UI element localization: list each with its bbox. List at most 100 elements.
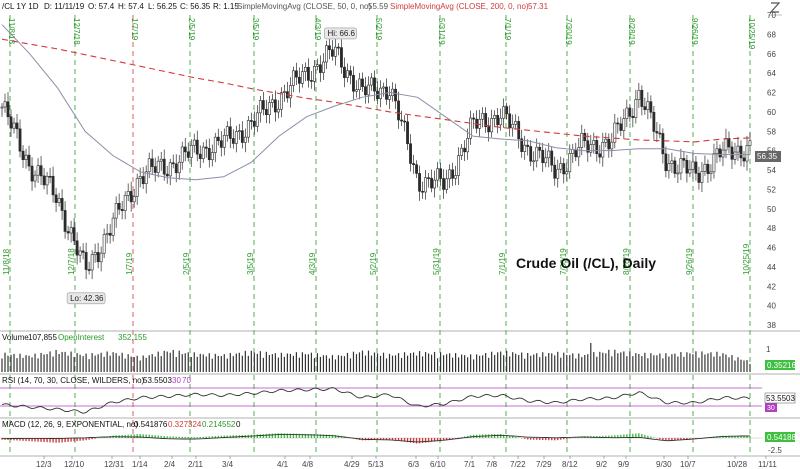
vertical-date-bottom: 11/8/18 [2, 248, 11, 275]
candle-body [349, 70, 352, 76]
candle-body [679, 158, 683, 174]
candle-body [541, 150, 545, 164]
candle-body [24, 154, 28, 160]
x-tick-label: 9/2 [596, 460, 608, 469]
candle-body [183, 146, 187, 153]
candle-body [487, 126, 491, 133]
candle-body [87, 269, 91, 271]
candle-body [523, 144, 527, 152]
candle-body [640, 89, 644, 107]
chart-title: Crude Oil (/CL), Daily [516, 255, 656, 271]
sma200-line [1, 38, 751, 143]
symbol-label[interactable]: /CL 1Y 1D [2, 2, 39, 11]
candle-body [553, 164, 557, 179]
lo-annotation: Lo: 42.36 [66, 292, 106, 305]
candle-body [736, 145, 740, 153]
vertical-date-top: 12/7/18 [72, 18, 81, 45]
candle-body [742, 157, 746, 162]
candle-body [141, 176, 145, 185]
candle-body [195, 139, 199, 155]
candle-body [96, 252, 100, 263]
vertical-date-bottom: 7/30/19 [559, 248, 568, 275]
candle-body [469, 117, 473, 139]
candle-body [51, 175, 55, 196]
rsi-panel[interactable]: RSI (14, 70, 30, CLOSE, WILDERS, no) 53.… [0, 376, 795, 414]
candle-body [592, 140, 596, 145]
candle-body [240, 130, 244, 143]
candle-body [346, 70, 349, 78]
vertical-date-top: 7/1/19 [503, 18, 512, 41]
volume-panel[interactable]: Volume 107,855 OpenInterest 352,155 1 0.… [1, 333, 796, 372]
rsi-label: RSI (14, 70, 30, CLOSE, WILDERS, no) [2, 376, 145, 385]
candle-body [733, 151, 737, 160]
candle-body [418, 173, 421, 192]
candle-body [370, 77, 373, 86]
rsi-line [1, 387, 751, 414]
vertical-date-top: 3/5/19 [251, 18, 260, 41]
candle-body [39, 165, 43, 177]
candle-body [724, 138, 728, 151]
candle-body [436, 168, 439, 181]
candle-body [484, 113, 488, 128]
candle-body [397, 100, 400, 121]
candle-body [580, 132, 584, 148]
candle-body [610, 141, 614, 150]
macd-value-4: 0 [236, 420, 241, 429]
candle-body [388, 95, 391, 100]
candle-body [270, 99, 274, 103]
x-tick-label: 3/4 [222, 460, 234, 469]
candle-body [69, 227, 73, 234]
vertical-date-top: 5/2/19 [374, 18, 383, 41]
candle-body [207, 148, 211, 161]
candle-body [189, 144, 193, 158]
candle-body [75, 240, 79, 256]
candle-body [703, 163, 707, 172]
x-tick-label: 12/10 [64, 460, 85, 469]
candle-body [231, 138, 235, 144]
candle-body [565, 171, 569, 175]
rsi-last: 53.5503 [766, 394, 795, 403]
price-tick: 52 [767, 185, 776, 194]
candle-body [144, 171, 148, 185]
sma50-label[interactable]: SimpleMovingAvg (CLOSE, 50, 0, no) [237, 2, 371, 11]
vertical-date-top: 11/8/18 [7, 18, 16, 45]
candle-body [0, 106, 4, 109]
candle-body [562, 163, 566, 175]
candle-body [150, 158, 154, 167]
candle-body [319, 64, 322, 73]
candle-body [310, 80, 313, 82]
volume-axis-tick: 1 [766, 345, 771, 354]
candle-body [30, 165, 34, 182]
candle-body [57, 198, 61, 203]
candle-body [718, 148, 722, 158]
candle-body [490, 118, 494, 133]
candle-body [340, 47, 343, 68]
candle-body [93, 252, 97, 256]
candle-body [165, 173, 169, 177]
candle-body [586, 140, 590, 153]
candle-body [129, 191, 133, 203]
price-panel[interactable]: 11/8/18 11/8/18 12/7/18 12/7/18 1/7/19 1/7/19… [0, 11, 781, 455]
candle-body [331, 49, 334, 57]
sma50-line [1, 24, 751, 181]
candle-body [514, 121, 518, 125]
candle-body [177, 161, 181, 174]
vertical-date-bottom: 1/7/19 [125, 252, 134, 275]
candle-body [180, 146, 184, 163]
rsi-value: 53.5503 [143, 376, 172, 385]
candle-body [382, 86, 385, 89]
candle-body [451, 169, 455, 179]
sma200-label[interactable]: SimpleMovingAvg (CLOSE, 200, 0, no) [390, 2, 529, 11]
candle-body [147, 158, 151, 173]
candle-body [291, 70, 295, 86]
macd-panel[interactable]: MACD (12, 26, 9, EXPONENTIAL, no) 0.5418… [0, 420, 796, 455]
candle-body [301, 71, 304, 84]
time-axis[interactable]: 12/3 12/10 12/31 1/14 2/4 2/11 3/4 4/1 4/8 4/29 5/… [36, 456, 777, 469]
candle-body [313, 66, 316, 82]
price-tick: 62 [767, 89, 776, 98]
x-tick-label: 11/11 [758, 460, 777, 469]
candle-body [18, 128, 22, 152]
candle-body [700, 171, 704, 183]
